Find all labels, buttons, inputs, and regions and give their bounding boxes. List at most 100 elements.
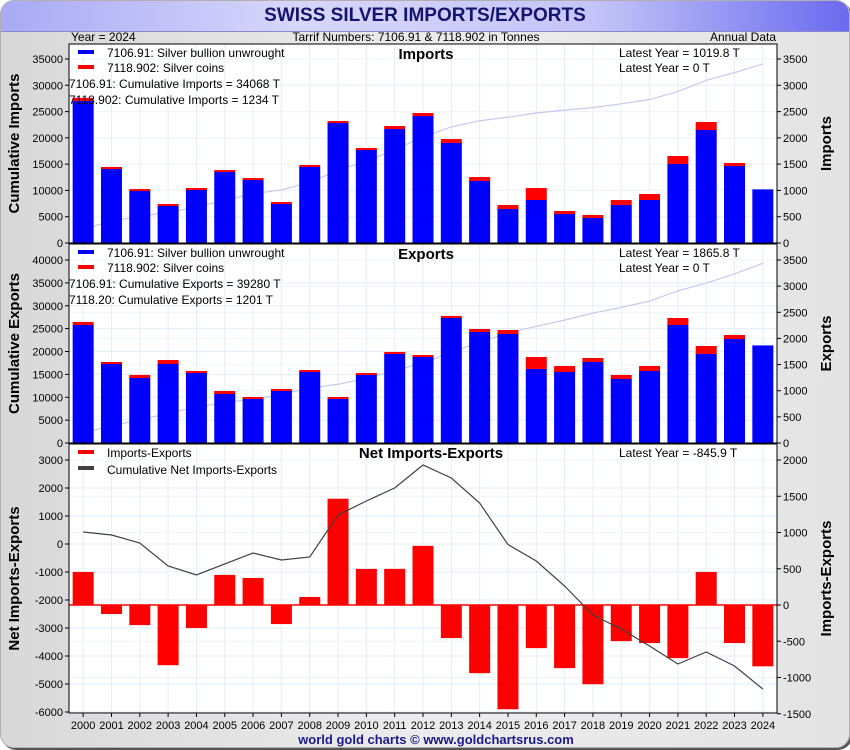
bar-coins-2012 [412, 355, 434, 357]
bar-bullion-2007 [270, 390, 292, 443]
y-tick-label-left: 10000 [32, 392, 63, 404]
x-tick-label: 2015 [496, 720, 520, 732]
y-tick-label-left: 2000 [39, 483, 63, 495]
bar-coins-2019 [610, 374, 632, 380]
bar-bullion-2016 [525, 368, 547, 443]
bar-coins-2017 [554, 365, 576, 372]
bar-bullion-2020 [639, 199, 661, 243]
y-tick-label-left: 30000 [32, 301, 63, 313]
bar-bullion-2006 [242, 398, 264, 443]
bar-net-2002 [129, 605, 151, 626]
bar-net-2019 [610, 605, 632, 642]
bar-bullion-2009 [327, 123, 349, 243]
y-axis-label-left: Cumulative Imports [6, 73, 23, 213]
bar-bullion-2017 [554, 213, 576, 243]
bar-coins-2015 [497, 204, 519, 209]
y-tick-label-left: 35000 [32, 278, 63, 290]
y-tick-label-left: -5000 [35, 679, 63, 691]
y-tick-label-right: -500 [783, 636, 805, 648]
bar-bullion-2011 [384, 129, 406, 243]
legend-swatch-coins [78, 65, 94, 69]
bar-coins-2005 [214, 390, 236, 395]
bar-net-2007 [270, 605, 292, 625]
x-tick-label: 2010 [354, 720, 378, 732]
x-tick-label: 2007 [269, 720, 293, 732]
x-tick-label: 2000 [71, 720, 95, 732]
bar-bullion-2012 [412, 116, 434, 243]
x-tick-label: 2017 [552, 720, 576, 732]
x-tick-label: 2011 [383, 720, 407, 732]
y-tick-label-right: 1000 [783, 386, 807, 398]
x-tick-label: 2001 [99, 720, 123, 732]
bar-net-2010 [355, 568, 377, 605]
y-tick-label-right: 3000 [783, 281, 807, 293]
bar-bullion-2018 [582, 217, 604, 243]
bar-bullion-2003 [157, 205, 179, 243]
bar-bullion-2001 [100, 363, 122, 443]
latest-year-coins: Latest Year = 0 T [619, 61, 711, 75]
bar-bullion-2004 [185, 372, 207, 443]
title-bar: SWISS SILVER IMPORTS/EXPORTS [1, 1, 849, 32]
y-tick-label-right: 500 [783, 564, 801, 576]
bar-net-2003 [157, 605, 179, 666]
bar-bullion-2012 [412, 356, 434, 443]
bar-bullion-2018 [582, 361, 604, 443]
bar-coins-2006 [242, 178, 264, 181]
plot-border [68, 43, 778, 244]
bar-coins-2015 [497, 329, 519, 334]
x-tick-label: 2023 [722, 720, 746, 732]
y-tick-label-right: 1000 [783, 528, 807, 540]
bar-coins-2022 [695, 346, 717, 354]
legend-swatch-bullion [78, 250, 94, 254]
y-tick-label-right: 1500 [783, 159, 807, 171]
x-tick-label: 2019 [609, 720, 633, 732]
year-label: Year = 2024 [71, 30, 136, 44]
y-tick-label-left: -1000 [35, 567, 63, 579]
bar-bullion-2015 [497, 208, 519, 243]
y-tick-label-left: -4000 [35, 651, 63, 663]
y-tick-label-left: 10000 [32, 185, 63, 197]
x-tick-label: 2002 [128, 720, 152, 732]
x-tick-label: 2009 [326, 720, 350, 732]
latest-year-coins: Latest Year = 0 T [619, 261, 711, 275]
bar-bullion-2015 [497, 333, 519, 443]
y-tick-label-right: 500 [783, 212, 801, 224]
y-tick-label-left: 15000 [32, 369, 63, 381]
cumulative-annotation-coins: 7118.20: Cumulative Exports = 1201 T [69, 293, 274, 307]
bar-net-2018 [582, 605, 604, 685]
bar-coins-2008 [299, 164, 321, 167]
y-tick-label-left: 3000 [39, 455, 63, 467]
bar-coins-2002 [129, 374, 151, 379]
bar-coins-2008 [299, 370, 321, 372]
bar-coins-2023 [724, 162, 746, 166]
y-axis-label-right: Imports-Exports [818, 521, 835, 637]
bar-coins-2000 [72, 97, 94, 102]
x-tick-label: 2022 [694, 720, 718, 732]
bar-coins-2012 [412, 112, 434, 117]
bar-bullion-2001 [100, 169, 122, 243]
legend-swatch-net [78, 450, 94, 454]
legend-label-net: Imports-Exports [107, 446, 192, 460]
bar-bullion-2022 [695, 353, 717, 443]
bar-coins-2001 [100, 361, 122, 364]
bar-bullion-2024 [752, 345, 774, 443]
y-tick-label-right: 2500 [783, 107, 807, 119]
panel-title: Exports [398, 246, 454, 263]
y-axis-label-left: Net Imports-Exports [6, 506, 23, 650]
bar-bullion-2023 [724, 339, 746, 443]
y-tick-label-left: 25000 [32, 107, 63, 119]
bar-bullion-2008 [299, 371, 321, 443]
bar-bullion-2024 [752, 189, 774, 243]
bar-bullion-2007 [270, 203, 292, 243]
legend-swatch-cumulative [78, 466, 94, 470]
bar-bullion-2000 [72, 101, 94, 243]
bar-coins-2016 [525, 188, 547, 200]
bar-bullion-2010 [355, 150, 377, 243]
y-tick-label-left: 0 [57, 438, 63, 450]
latest-year-bullion: Latest Year = 1019.8 T [619, 46, 741, 60]
bar-coins-2013 [440, 315, 462, 318]
y-axis-label-left: Cumulative Exports [6, 273, 23, 414]
bar-net-2001 [100, 605, 122, 614]
bar-coins-2010 [355, 148, 377, 151]
y-tick-label-right: 3500 [783, 255, 807, 267]
